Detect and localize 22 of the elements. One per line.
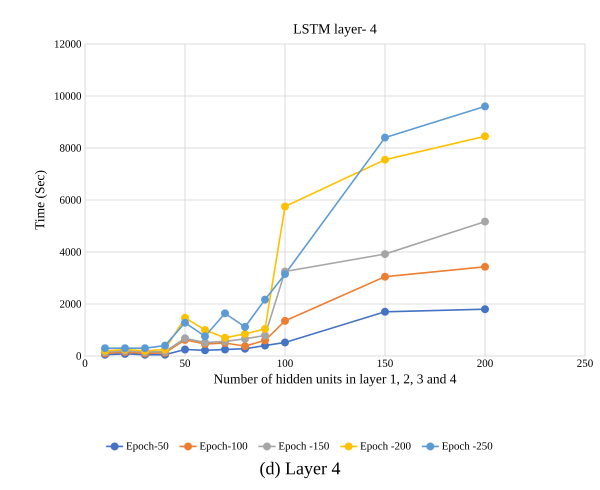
chart-title: LSTM layer- 4	[294, 24, 377, 36]
legend-label: Epoch-50	[126, 442, 168, 452]
y-tick-label: 4000	[60, 248, 82, 256]
x-axis-title: Number of hidden units in layer 1, 2, 3 and 4	[214, 374, 456, 386]
y-tick-label: 2000	[60, 300, 82, 308]
x-tick-label: 0	[82, 360, 88, 367]
y-axis-title: Time (Sec)	[34, 170, 48, 230]
legend-label: Epoch-100	[200, 442, 248, 452]
y-tick-label: 10000	[54, 92, 82, 100]
x-tick-label: 200	[477, 360, 493, 367]
y-tick-label: 0	[76, 352, 82, 360]
legend-label: Epoch -250	[442, 442, 492, 452]
y-tick-label: 8000	[60, 144, 82, 152]
x-tick-label: 150	[378, 360, 393, 367]
legend-label: Epoch -200	[360, 442, 411, 452]
y-tick-label: 12000	[54, 40, 82, 48]
x-tick-label: 250	[577, 360, 593, 367]
legend-label: Epoch -150	[278, 442, 329, 452]
text: (d) Layer 4	[260, 462, 340, 478]
x-tick-label: 100	[278, 360, 293, 367]
y-tick-label: 6000	[60, 196, 82, 204]
x-tick-label: 50	[180, 360, 190, 367]
